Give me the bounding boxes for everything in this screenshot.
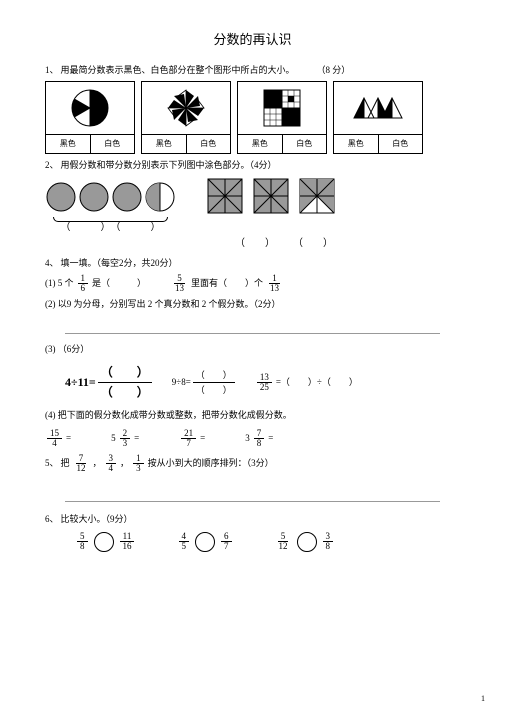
- fig3: 黑色白色: [237, 81, 327, 154]
- f: 4: [49, 439, 60, 448]
- c: ，: [93, 456, 102, 470]
- f: 4: [106, 464, 117, 473]
- f: 25: [257, 383, 272, 392]
- q4-3-eq: 4÷11= （ ）（ ） 9÷8= （ ）（ ） 1325 =（ ）÷（ ）: [45, 363, 460, 402]
- q2-squares: [206, 177, 336, 215]
- q5-post: 按从小到大的顺序排列：（3分）: [148, 456, 274, 470]
- compare-circle: [297, 532, 317, 552]
- fig3-black: 黑色: [238, 135, 283, 153]
- fig2: 黑色白色: [141, 81, 231, 154]
- eq: 4÷11=: [65, 373, 96, 392]
- eq: 9÷8=: [172, 375, 191, 389]
- circle-full-icon: [111, 181, 143, 213]
- compare-circle: [195, 532, 215, 552]
- m: 5: [111, 431, 116, 445]
- q2: 2、用假分数和带分数分别表示下列图中涂色部分。（4分）: [45, 158, 460, 172]
- fig2-white: 白色: [187, 135, 231, 153]
- q5-num: 5、: [45, 456, 59, 470]
- grid-icon: [258, 84, 306, 132]
- q4-1-mid: 是（ ）: [92, 276, 146, 290]
- circle-full-icon: [78, 181, 110, 213]
- c: ，: [120, 456, 129, 470]
- fig1-black: 黑色: [46, 135, 91, 153]
- pie1-icon: [68, 86, 112, 130]
- circle-half-icon: [144, 181, 176, 213]
- m: 3: [245, 431, 250, 445]
- q1-text: 用最简分数表示黑色、白色部分在整个图形中所占的大小。: [61, 63, 295, 77]
- compare-circle: [94, 532, 114, 552]
- q2-blanks: （ ） （ ）: [45, 220, 176, 236]
- f: 13: [172, 284, 187, 293]
- q4-2: (2) 以9 为分母，分别写出 2 个真分数和 2 个假分数。（2分）: [45, 297, 460, 311]
- f: 5: [179, 542, 190, 551]
- triangles-icon: [350, 88, 406, 128]
- fig1-white: 白色: [91, 135, 135, 153]
- q1-figures: 黑色白色 黑色白色 黑色白色 黑色白色: [45, 81, 460, 154]
- circle-full-icon: [45, 181, 77, 213]
- f: 7: [221, 542, 232, 551]
- f: 13: [267, 284, 282, 293]
- q4-4-eq: 154= 523= 217= 378=: [45, 429, 460, 448]
- fig3-white: 白色: [283, 135, 327, 153]
- fig4-black: 黑色: [334, 135, 379, 153]
- q2-num: 2、: [45, 158, 59, 172]
- q5: 5、 把 712 ， 34 ， 13 按从小到大的顺序排列：（3分）: [45, 454, 460, 473]
- q6-text: 比较大小。（9分）: [61, 512, 133, 526]
- eq: =（ ）÷（ ）: [276, 375, 358, 389]
- q4-num: 4、: [45, 256, 59, 270]
- q4: 4、填一填。（每空2分，共20分）: [45, 256, 460, 270]
- q4-3: (3) （6分）: [45, 342, 460, 356]
- q4-1-pre: (1) 5 个: [45, 276, 74, 290]
- f: 16: [120, 542, 135, 551]
- page-number: 1: [481, 693, 485, 706]
- sq-full-icon: [252, 177, 290, 215]
- blank-line: [65, 487, 440, 502]
- f: 8: [254, 439, 265, 448]
- f: 8: [323, 542, 334, 551]
- q4-1-post: 里面有（ ）个: [191, 276, 263, 290]
- fig4-white: 白色: [379, 135, 423, 153]
- q6-num: 6、: [45, 512, 59, 526]
- pinwheel-icon: [162, 84, 210, 132]
- blank-line: [65, 319, 440, 334]
- q6-items: 581116 4567 51238: [75, 532, 460, 552]
- q4-text: 填一填。（每空2分，共20分）: [61, 256, 178, 270]
- f: 3: [120, 439, 131, 448]
- f: 12: [74, 464, 89, 473]
- q2-circles: （ ） （ ）: [45, 177, 176, 236]
- f: 3: [133, 464, 144, 473]
- f: 8: [77, 542, 88, 551]
- q4-4: (4) 把下面的假分数化成带分数或整数，把带分数化成假分数。: [45, 408, 460, 422]
- page-title: 分数的再认识: [45, 30, 460, 51]
- sq-full-icon: [206, 177, 244, 215]
- fig2-black: 黑色: [142, 135, 187, 153]
- q1-num: 1、: [45, 63, 59, 77]
- sq-part-icon: [298, 177, 336, 215]
- q2-text: 用假分数和带分数分别表示下列图中涂色部分。（4分）: [61, 158, 277, 172]
- q4-1: (1) 5 个 16 是（ ） 513 里面有（ ）个 113: [45, 274, 460, 293]
- q5-pre: 把: [61, 456, 70, 470]
- q1-pts: （8 分）: [317, 63, 351, 77]
- f: 12: [276, 542, 291, 551]
- fig1: 黑色白色: [45, 81, 135, 154]
- fig4: 黑色白色: [333, 81, 423, 154]
- q1: 1、 用最简分数表示黑色、白色部分在整个图形中所占的大小。 （8 分）: [45, 63, 460, 77]
- q2-sq-blanks: （ ）（ ）: [235, 236, 460, 252]
- f: 6: [78, 284, 89, 293]
- q6: 6、比较大小。（9分）: [45, 512, 460, 526]
- f: 7: [183, 439, 194, 448]
